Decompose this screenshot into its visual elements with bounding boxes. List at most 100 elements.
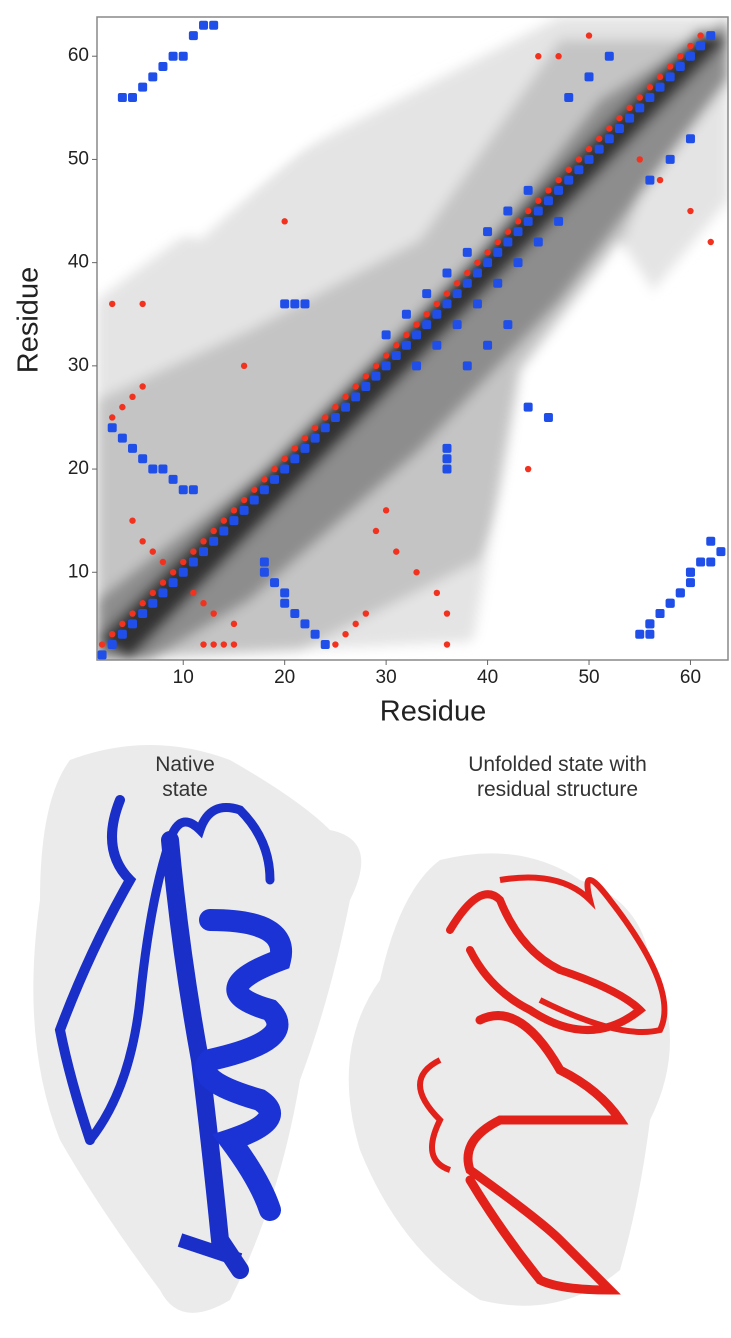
contact	[220, 641, 228, 648]
contact	[361, 381, 371, 391]
contact	[139, 600, 146, 607]
contact	[139, 538, 146, 545]
contact	[636, 156, 643, 163]
contact	[442, 464, 452, 474]
native-structure	[33, 745, 362, 1313]
contact	[230, 641, 238, 648]
contact	[655, 82, 665, 92]
contact	[675, 62, 685, 72]
contact	[401, 340, 411, 350]
contact	[413, 569, 420, 576]
contact	[310, 433, 320, 443]
contact	[270, 474, 280, 484]
contact	[626, 104, 633, 112]
contact	[149, 548, 156, 555]
y-tick-label: 60	[68, 45, 89, 66]
contact	[513, 258, 523, 268]
contact	[442, 299, 452, 309]
contact	[685, 51, 695, 61]
contact	[697, 32, 704, 39]
contact	[119, 403, 126, 411]
contact	[645, 629, 655, 639]
contact	[503, 320, 513, 330]
x-tick-label: 10	[173, 667, 194, 688]
contact	[636, 94, 643, 101]
contact	[342, 393, 349, 401]
x-tick-label: 30	[376, 667, 397, 688]
contact	[585, 32, 593, 39]
contact	[584, 154, 594, 164]
contact	[656, 176, 664, 184]
contact	[635, 629, 645, 639]
contact	[462, 278, 472, 288]
contact	[685, 134, 695, 144]
caption-unfolded: Unfolded state with residual structure	[468, 753, 647, 801]
contact	[564, 175, 574, 185]
contact	[575, 156, 583, 163]
contact	[178, 567, 188, 577]
contact	[393, 548, 400, 555]
contact	[332, 403, 339, 411]
contact	[503, 206, 513, 216]
contact	[555, 53, 562, 60]
contact	[109, 414, 116, 421]
contact	[523, 402, 533, 412]
contact	[687, 42, 694, 50]
contact	[107, 640, 117, 650]
contact	[524, 207, 532, 215]
contact	[168, 474, 178, 484]
contact	[484, 249, 491, 256]
contact	[280, 464, 290, 474]
contact	[311, 424, 319, 431]
contact	[381, 330, 391, 340]
contact	[148, 598, 158, 608]
contact	[290, 299, 300, 309]
contact	[220, 517, 228, 524]
contact	[178, 485, 188, 495]
contact	[290, 609, 300, 619]
contact	[584, 72, 594, 82]
contact	[554, 185, 564, 195]
contact	[646, 83, 654, 91]
contact	[178, 51, 188, 61]
contact	[595, 135, 603, 142]
contact	[464, 269, 471, 277]
contact	[190, 589, 197, 597]
contact	[351, 392, 361, 402]
contact	[604, 51, 614, 61]
contact	[442, 268, 452, 278]
contact	[290, 454, 300, 464]
contact	[382, 507, 390, 514]
contact	[442, 454, 452, 464]
contact	[483, 340, 493, 350]
x-tick-label: 40	[477, 667, 498, 688]
contact	[138, 82, 148, 92]
contact	[594, 144, 604, 154]
contact	[300, 299, 310, 309]
contact	[554, 216, 564, 226]
contact	[117, 433, 127, 443]
contact	[442, 443, 452, 453]
contact	[413, 321, 420, 328]
contact	[524, 465, 532, 473]
contact	[159, 558, 167, 566]
contact	[128, 93, 138, 103]
contact	[656, 73, 664, 81]
contact	[494, 238, 501, 246]
contact	[239, 505, 249, 515]
contact	[462, 247, 472, 257]
contact	[180, 558, 187, 566]
contact	[158, 62, 168, 72]
contact	[625, 113, 635, 123]
contact	[716, 547, 726, 557]
contact	[261, 476, 268, 483]
contact	[230, 507, 238, 514]
contact	[685, 578, 695, 588]
contact	[158, 588, 168, 598]
contact	[322, 414, 329, 421]
contact	[109, 630, 116, 638]
contact	[452, 320, 462, 330]
contact	[341, 402, 351, 412]
